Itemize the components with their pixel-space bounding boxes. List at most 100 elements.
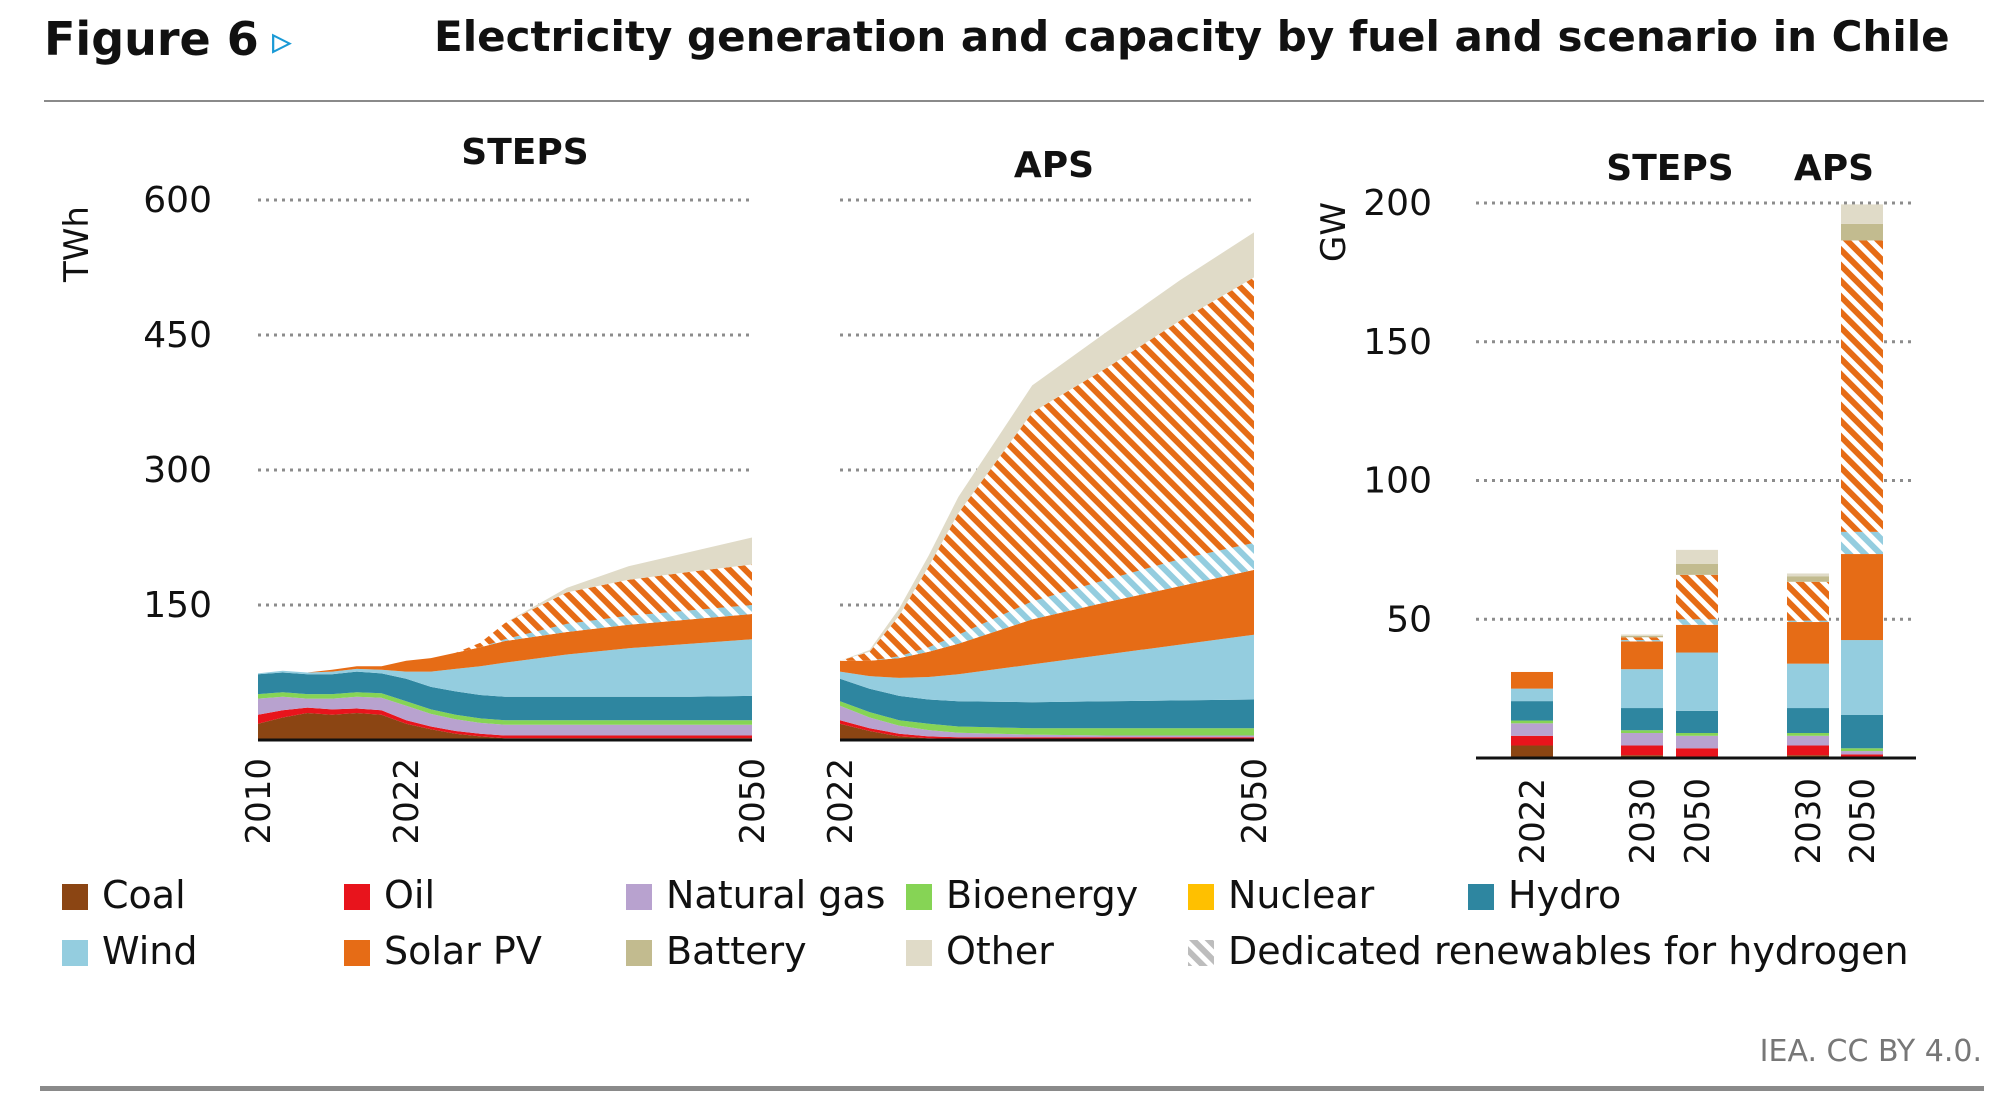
- capacity-bar-hydro: [1511, 701, 1553, 721]
- capacity-bar-hydro: [1841, 714, 1883, 749]
- figure-title: Electricity generation and capacity by f…: [434, 12, 1950, 61]
- legend-swatch: [1468, 884, 1494, 910]
- legend-item-hydro: Hydro: [1468, 873, 1621, 917]
- steps-area-other: [258, 537, 752, 674]
- legend-swatch: [906, 884, 932, 910]
- legend-item-nuclear: Nuclear: [1188, 873, 1375, 917]
- capacity-group-label: APS: [1794, 148, 1874, 189]
- capacity-x-tick-label: 2030: [1623, 778, 1663, 865]
- generation-y-tick-label: 150: [143, 585, 212, 626]
- capacity-bar-oil: [1787, 745, 1829, 756]
- capacity-bar-solar-pv: [1787, 622, 1829, 664]
- aps-area-hydro: [840, 678, 1254, 729]
- capacity-bar-wind: [1841, 640, 1883, 715]
- capacity-y-tick-label: 150: [1363, 322, 1432, 363]
- capacity-bar-dedicated-wind: [1841, 531, 1883, 555]
- capacity-x-tick-label: 2022: [1513, 778, 1553, 865]
- capacity-bar-solar-pv: [1511, 671, 1553, 689]
- steps-area-natural-gas: [258, 696, 752, 736]
- aps-area-coal: [840, 723, 1254, 740]
- legend: Coal Oil Natural gas Bioenergy Nuclear Hydro W…: [62, 873, 1909, 973]
- aps-area-bioenergy: [840, 701, 1254, 736]
- steps-area-dedicated-solar: [258, 564, 752, 674]
- capacity-bar-dedicated-solar: [1841, 240, 1883, 532]
- legend-swatch: [344, 940, 370, 966]
- capacity-bar-dedicated-wind: [1621, 640, 1663, 642]
- aps-x-tick-label: 2022: [821, 758, 861, 845]
- legend-item-other: Other: [906, 929, 1054, 973]
- capacity-bar-bioenergy: [1621, 730, 1663, 734]
- capacity-bar-oil: [1511, 735, 1553, 746]
- legend-swatch: [626, 940, 652, 966]
- capacity-bar-oil: [1841, 754, 1883, 758]
- legend-swatch: [906, 940, 932, 966]
- figure-arrow-icon: ▹: [272, 18, 293, 64]
- legend-label: Nuclear: [1228, 873, 1375, 917]
- steps-x-tick-label: 2010: [239, 758, 279, 845]
- capacity-y-axis-label: GW: [1314, 202, 1354, 262]
- capacity-x-tick-label: 2030: [1789, 778, 1829, 865]
- capacity-bar-oil: [1676, 748, 1718, 757]
- capacity-x-tick-label: 2050: [1678, 778, 1718, 865]
- generation-y-axis-label: TWh: [57, 206, 97, 283]
- legend-item-oil: Oil: [344, 873, 435, 917]
- capacity-bar-wind: [1511, 688, 1553, 702]
- aps-area-other: [840, 232, 1254, 661]
- legend-item-natural-gas: Natural gas: [626, 873, 885, 917]
- capacity-bar-other: [1841, 204, 1883, 224]
- generation-y-tick-label: 300: [143, 450, 212, 491]
- capacity-bar-wind: [1676, 652, 1718, 711]
- aps-area-dedicated-solar: [840, 277, 1254, 661]
- capacity-bar-bioenergy: [1787, 733, 1829, 736]
- steps-generation-panel: 150 300 450 600 TWh STEPS 2010 2022 2050: [57, 132, 773, 845]
- legend-swatch: [1188, 940, 1214, 966]
- legend-label: Hydro: [1508, 873, 1621, 917]
- capacity-bar-wind: [1787, 663, 1829, 709]
- legend-label: Natural gas: [666, 873, 885, 917]
- capacity-group-label: STEPS: [1606, 148, 1733, 189]
- capacity-bar-hydro: [1787, 708, 1829, 734]
- generation-y-tick-label: 600: [143, 180, 212, 221]
- source-note: IEA. CC BY 4.0.: [1759, 1034, 1982, 1069]
- legend-label: Solar PV: [384, 929, 542, 973]
- top-divider: [44, 100, 1984, 102]
- capacity-bar-natural-gas: [1787, 735, 1829, 746]
- legend-label: Wind: [102, 929, 198, 973]
- legend-swatch: [344, 884, 370, 910]
- capacity-bar-bioenergy: [1841, 748, 1883, 752]
- bottom-divider: [40, 1086, 1984, 1091]
- capacity-bar-hydro: [1676, 710, 1718, 734]
- aps-area-wind: [840, 634, 1254, 703]
- generation-y-tick-label: 450: [143, 315, 212, 356]
- capacity-bar-dedicated-wind: [1787, 620, 1829, 623]
- legend-item-dedicated: Dedicated renewables for hydrogen: [1188, 929, 1909, 973]
- capacity-bar-battery: [1676, 563, 1718, 575]
- legend-label: Coal: [102, 873, 186, 917]
- capacity-bar-solar-pv: [1841, 554, 1883, 641]
- capacity-bar-bioenergy: [1511, 720, 1553, 724]
- aps-area-solar-pv: [840, 569, 1254, 678]
- capacity-bar-solar-pv: [1621, 641, 1663, 670]
- legend-item-battery: Battery: [626, 929, 807, 973]
- capacity-bar-battery: [1787, 576, 1829, 582]
- legend-label: Oil: [384, 873, 435, 917]
- legend-swatch: [626, 884, 652, 910]
- legend-label: Other: [946, 929, 1054, 973]
- capacity-bar-natural-gas: [1676, 735, 1718, 749]
- capacity-bar-battery: [1621, 635, 1663, 638]
- legend-swatch: [62, 884, 88, 910]
- legend-label: Battery: [666, 929, 807, 973]
- capacity-bar-other: [1787, 573, 1829, 577]
- capacity-bar-natural-gas: [1841, 751, 1883, 755]
- capacity-bar-natural-gas: [1511, 723, 1553, 736]
- aps-panel-title: APS: [1014, 145, 1094, 186]
- capacity-x-tick-label: 2050: [1843, 778, 1883, 865]
- legend-item-coal: Coal: [62, 873, 186, 917]
- legend-item-solar-pv: Solar PV: [344, 929, 542, 973]
- capacity-bar-dedicated-solar: [1676, 574, 1718, 620]
- steps-area-wind: [258, 639, 752, 697]
- capacity-bar-hydro: [1621, 708, 1663, 731]
- legend-label: Dedicated renewables for hydrogen: [1228, 929, 1909, 973]
